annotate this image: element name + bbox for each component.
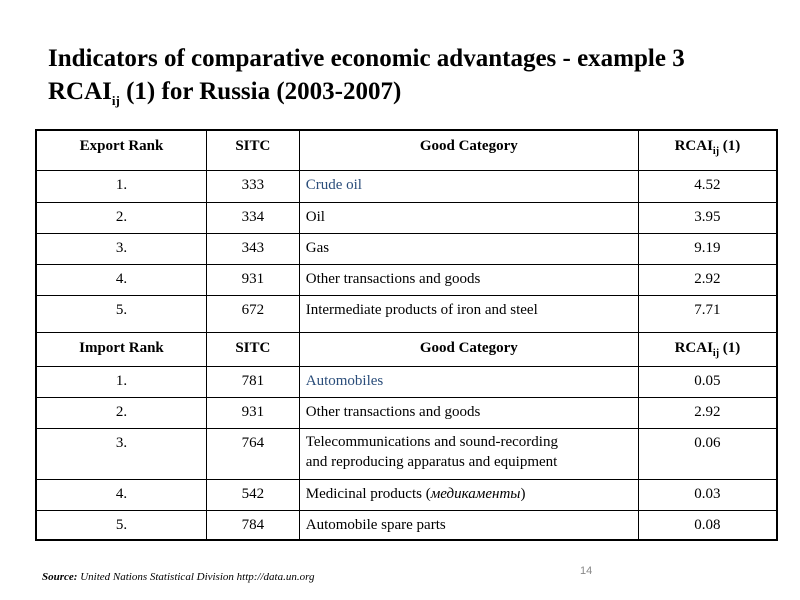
sitc-cell: 764 xyxy=(205,427,300,480)
rcai-cell: 3.95 xyxy=(637,201,778,234)
sitc-cell: 784 xyxy=(205,509,300,541)
sitc-cell: 781 xyxy=(205,365,300,398)
table-row: 2. 334 Oil 3.95 xyxy=(35,201,778,234)
table-row: 4. 931 Other transactions and goods 2.92 xyxy=(35,263,778,296)
rcai-cell: 0.05 xyxy=(637,365,778,398)
rcai-cell: 2.92 xyxy=(637,396,778,429)
category-link[interactable]: Crude oil xyxy=(298,169,639,203)
category-cell: Automobile spare parts xyxy=(298,509,639,541)
rank-cell: 4. xyxy=(35,478,207,511)
header-sitc: SITC xyxy=(205,129,300,171)
header-export-rank: Export Rank xyxy=(35,129,207,171)
page-number: 14 xyxy=(580,565,593,577)
header-sitc: SITC xyxy=(205,331,300,367)
rank-cell: 1. xyxy=(35,365,207,398)
rcai-cell: 0.06 xyxy=(637,427,778,480)
rank-cell: 2. xyxy=(35,201,207,234)
rank-cell: 5. xyxy=(35,509,207,541)
table-row: 2. 931 Other transactions and goods 2.92 xyxy=(35,396,778,429)
category-cell: Gas xyxy=(298,232,639,265)
header-good-category: Good Category xyxy=(298,129,639,171)
rcai-rest: (1) xyxy=(719,339,741,356)
source-note: Source: United Nations Statistical Divis… xyxy=(42,571,314,583)
rcai-cell: 7.71 xyxy=(637,294,778,333)
table-row: 4. 542 Medicinal products (медикаменты) 0.0… xyxy=(35,478,778,511)
rcai-label: RCAI xyxy=(674,138,713,154)
rcai-label: RCAI xyxy=(674,339,713,356)
table-row: 1. 781 Automobiles 0.05 xyxy=(35,365,778,398)
header-import-rank: Import Rank xyxy=(35,331,207,367)
rcai-cell: 2.92 xyxy=(637,263,778,296)
rcai-cell: 9.19 xyxy=(637,232,778,265)
category-line: and reproducing apparatus and equipment xyxy=(305,453,558,470)
title-line-2: RCAIij (1) for Russia (2003-2007) xyxy=(48,75,685,117)
table-row: 1. 333 Crude oil 4.52 xyxy=(35,169,778,203)
slide-title: Indicators of comparative economic advan… xyxy=(48,42,685,117)
header-good-category: Good Category xyxy=(298,331,639,367)
header-rcai: RCAIij (1) xyxy=(637,331,778,367)
category-text: Medicinal products ( xyxy=(305,485,431,502)
title-rcai-sub: ij xyxy=(111,93,120,108)
source-text: United Nations Statistical Division http… xyxy=(77,571,315,583)
category-link[interactable]: Automobiles xyxy=(298,365,639,398)
sitc-cell: 333 xyxy=(205,169,300,203)
category-russian: медикаменты xyxy=(430,485,521,502)
rank-cell: 3. xyxy=(35,427,207,480)
export-header-row: Export Rank SITC Good Category RCAIij (1… xyxy=(35,129,778,171)
category-cell: Oil xyxy=(298,201,639,234)
table-row: 3. 343 Gas 9.19 xyxy=(35,232,778,265)
category-cell: Other transactions and goods xyxy=(298,263,639,296)
title-rest: (1) for Russia (2003-2007) xyxy=(119,78,402,105)
rank-cell: 5. xyxy=(35,294,207,333)
category-cell: Medicinal products (медикаменты) xyxy=(298,478,639,511)
title-rcai: RCAI xyxy=(48,78,112,105)
table-row: 5. 672 Intermediate products of iron and s… xyxy=(35,294,778,333)
rcai-table: Export Rank SITC Good Category RCAIij (1… xyxy=(35,129,778,541)
category-cell: Intermediate products of iron and steel xyxy=(298,294,639,333)
category-cell: Telecommunications and sound-recording an… xyxy=(298,427,639,480)
rcai-cell: 0.03 xyxy=(637,478,778,511)
rcai-sub: ij xyxy=(712,146,720,157)
rcai-rest: (1) xyxy=(719,138,741,154)
source-label: Source: xyxy=(42,571,78,583)
table-row: 3. 764 Telecommunications and sound-record… xyxy=(35,427,778,480)
category-cell: Other transactions and goods xyxy=(298,396,639,429)
category-end: ) xyxy=(520,485,526,502)
header-rcai: RCAIij (1) xyxy=(637,129,778,171)
rcai-sub: ij xyxy=(712,347,720,359)
rcai-cell: 4.52 xyxy=(637,169,778,203)
import-header-row: Import Rank SITC Good Category RCAIij (1… xyxy=(35,331,778,367)
rcai-cell: 0.08 xyxy=(637,509,778,541)
sitc-cell: 931 xyxy=(205,263,300,296)
table-row: 5. 784 Automobile spare parts 0.08 xyxy=(35,509,778,541)
sitc-cell: 542 xyxy=(205,478,300,511)
title-line-1: Indicators of comparative economic advan… xyxy=(48,45,685,72)
sitc-cell: 931 xyxy=(205,396,300,429)
rank-cell: 4. xyxy=(35,263,207,296)
rank-cell: 2. xyxy=(35,396,207,429)
rank-cell: 1. xyxy=(35,169,207,203)
category-line: Telecommunications and sound-recording xyxy=(305,433,558,450)
sitc-cell: 672 xyxy=(205,294,300,333)
sitc-cell: 343 xyxy=(205,232,300,265)
sitc-cell: 334 xyxy=(205,201,300,234)
rank-cell: 3. xyxy=(35,232,207,265)
